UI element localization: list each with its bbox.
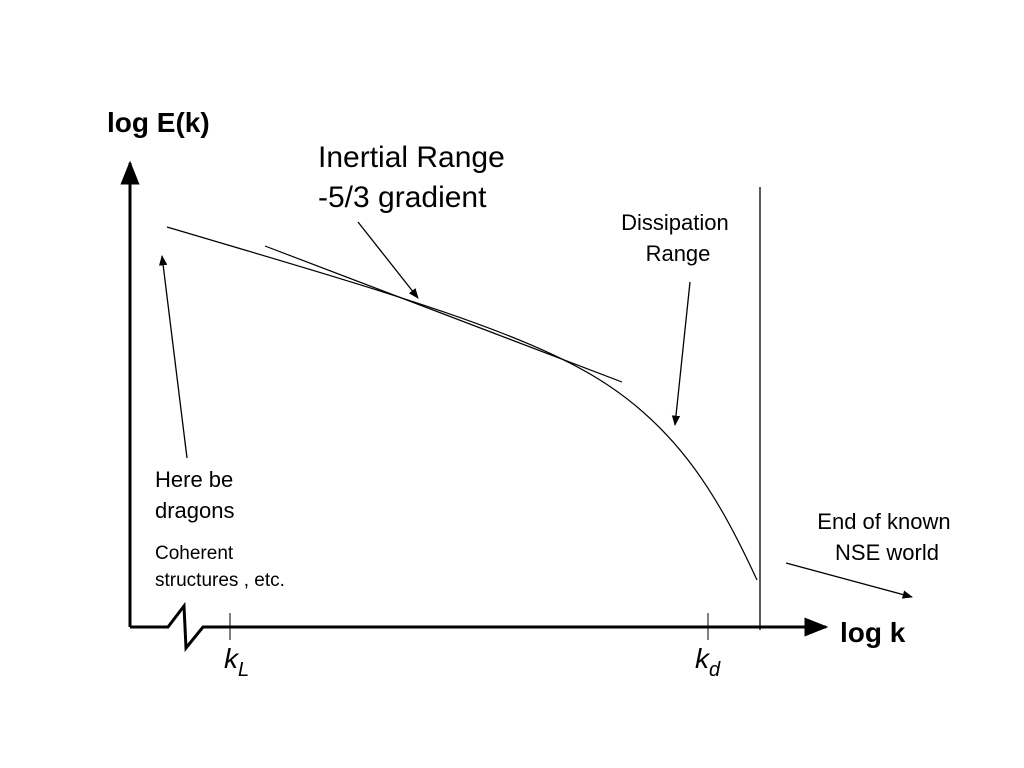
tick-label: kd	[695, 643, 721, 681]
spectrum-curve	[166, 226, 758, 581]
inertial-label: Inertial Range -5/3 gradient	[318, 141, 513, 214]
label-line: structures , etc.	[155, 570, 285, 591]
label-line: Here be	[155, 467, 233, 492]
dragons-label: Here be dragons	[155, 467, 239, 523]
dissipation-arrow	[671, 281, 691, 427]
label-line: Coherent	[155, 543, 234, 564]
y-axis-label: log E(k)	[107, 107, 210, 138]
inertial-arrow	[357, 221, 419, 299]
dragons-arrow	[159, 254, 188, 459]
label-line: -5/3 gradient	[318, 181, 487, 214]
label-line: End of known	[817, 509, 950, 534]
coherent-label: Coherent structures , etc.	[155, 543, 285, 591]
label-line: Dissipation	[621, 210, 729, 235]
tick-label: kL	[224, 643, 249, 681]
dissipation-label: Dissipation Range	[621, 210, 735, 266]
end-label: End of known NSE world	[817, 509, 956, 565]
label-line: Inertial Range	[318, 141, 505, 174]
x-axis-label: log k	[840, 617, 906, 648]
gradient-line	[264, 245, 623, 383]
tick-subscript: L	[238, 659, 249, 681]
tick-symbol: k	[695, 643, 711, 674]
label-line: dragons	[155, 498, 235, 523]
tick-subscript: d	[709, 659, 721, 681]
label-line: Range	[646, 241, 711, 266]
label-line: NSE world	[835, 540, 939, 565]
end-arrow	[785, 562, 914, 599]
tick-symbol: k	[224, 643, 240, 674]
x-axis	[130, 601, 829, 653]
